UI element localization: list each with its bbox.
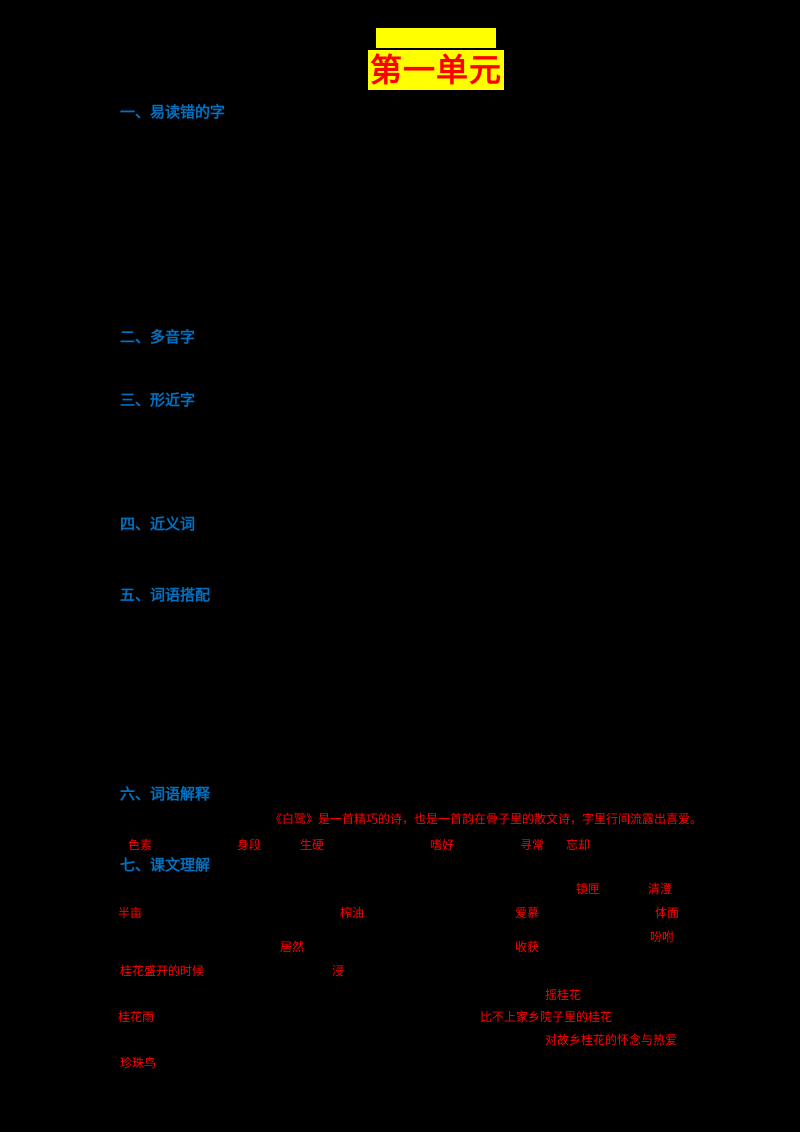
title-block: 第一单元: [368, 28, 505, 90]
section-heading: 三、形近字: [120, 392, 196, 409]
red-answer-text: 比不上家乡院子里的桂花: [480, 1010, 613, 1024]
red-answer-text: 对故乡桂花的怀念与热爱: [545, 1033, 678, 1047]
red-answer-text: 生硬: [300, 838, 325, 852]
red-answer-text: 忘却: [566, 838, 591, 852]
red-answer-text: 收获: [515, 940, 540, 954]
page-title: 第一单元: [368, 50, 505, 90]
red-answer-text: 色素: [128, 838, 153, 852]
red-answer-text: 身段: [237, 838, 262, 852]
section-heading: 二、多音字: [120, 329, 196, 346]
red-answer-text: 桂花雨: [118, 1010, 155, 1024]
red-answer-text: 居然: [280, 940, 305, 954]
red-answer-text: 体面: [655, 906, 680, 920]
section-heading: 七、课文理解: [120, 857, 211, 874]
red-answer-text: 镜匣: [576, 882, 601, 896]
red-answer-text: 半亩: [118, 906, 143, 920]
red-answer-text: 爱慕: [515, 906, 540, 920]
red-answer-text: 嗜好: [430, 838, 455, 852]
section-heading: 六、词语解释: [120, 786, 211, 803]
section-heading: 五、词语搭配: [120, 587, 211, 604]
section-heading: 一、易读错的字: [120, 104, 226, 121]
red-answer-text: 桂花盛开的时候: [120, 964, 205, 978]
title-highlight-strip: [376, 28, 496, 48]
red-answer-text: 榨油: [340, 906, 365, 920]
section-heading: 四、近义词: [120, 516, 196, 533]
red-answer-text: 浸: [332, 964, 345, 978]
red-answer-text: 摇桂花: [545, 988, 582, 1002]
red-answer-text: 清澄: [648, 882, 673, 896]
red-answer-text: 珍珠鸟: [120, 1056, 157, 1070]
red-answer-text: 《白鹭》是一首精巧的诗，也是一首韵在骨子里的散文诗，字里行间流露出喜爱。: [270, 812, 703, 826]
red-answer-text: 寻常: [520, 838, 545, 852]
red-answer-text: 吩咐: [650, 930, 675, 944]
